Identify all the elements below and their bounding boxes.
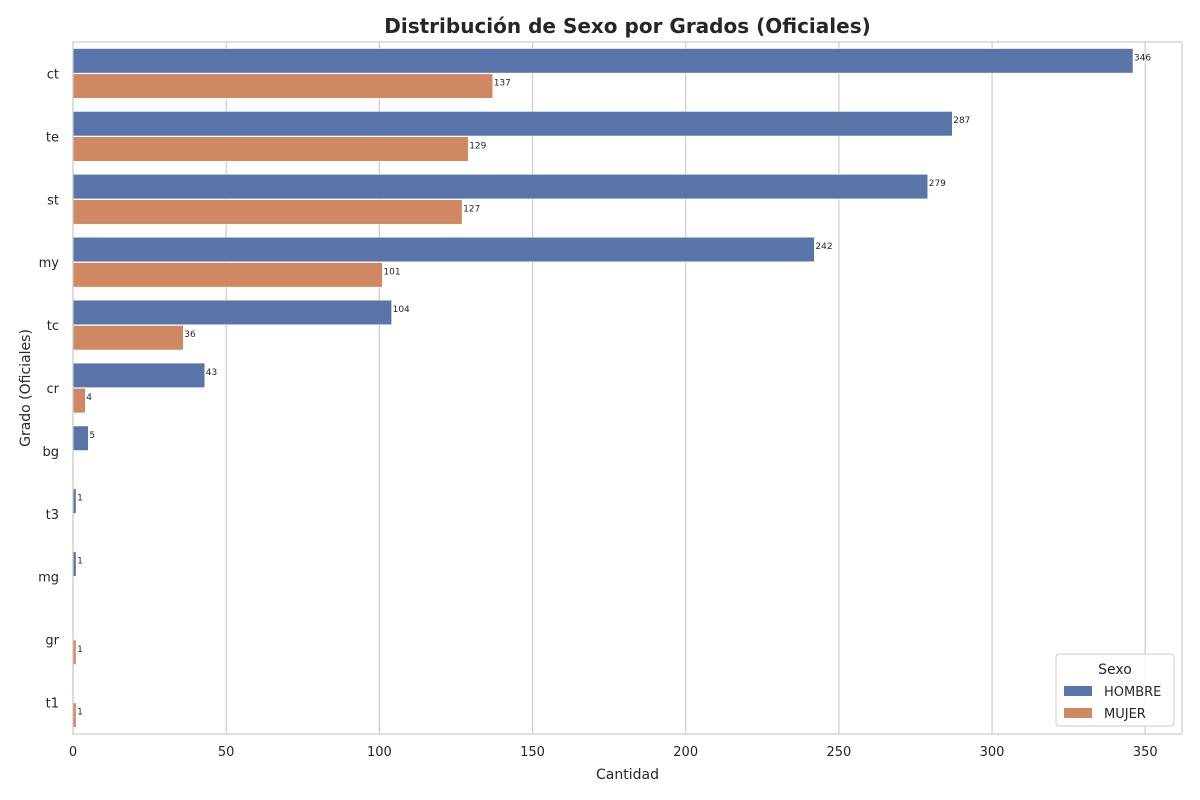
x-tick-label: 250 [826,745,851,760]
bar-value-label: 287 [953,116,970,126]
bar-value-label: 1 [77,494,83,504]
bar-mujer-st [72,199,463,225]
bar-value-label: 279 [929,179,946,189]
bar-value-label: 4 [86,393,92,403]
bar-hombre-cr [72,362,205,388]
y-tick-label-t3: t3 [46,508,59,523]
x-axis-label: Cantidad [596,767,659,783]
bar-value-label: 36 [184,330,196,340]
bar-value-label: 242 [815,242,832,252]
bar-value-labels: 346 287 279 242 104 43 5 1 1 137 129 127 101 36 4 1 1 [77,53,1151,717]
bar-value-label: 43 [206,368,217,378]
bar-value-label: 104 [393,305,410,315]
y-tick-label-st: st [47,193,59,208]
bar-hombre-tc [72,299,392,325]
legend: Sexo HOMBRE MUJER [1055,653,1175,727]
x-tick-label: 150 [520,745,545,760]
bar-mujer-te [72,136,469,162]
bar-hombre-te [72,111,953,137]
bar-hombre-ct [72,48,1134,74]
x-tick-label: 0 [69,745,77,760]
y-tick-label-mg: mg [38,571,59,586]
bar-value-label: 1 [77,708,83,718]
bar-hombre-my [72,237,815,263]
legend-entry-mujer: MUJER [1104,707,1146,722]
tick-labels: 0 50 100 150 200 250 300 350 ct te st my tc cr bg t3 mg g… [38,67,1158,760]
bar-hombre-st [72,174,928,200]
y-tick-label-ct: ct [47,67,59,82]
bar-value-label: 127 [463,204,480,214]
y-tick-label-cr: cr [47,382,60,397]
legend-swatch-mujer [1064,708,1092,718]
y-axis-label: Grado (Oficiales) [18,329,34,447]
legend-entry-hombre: HOMBRE [1104,685,1161,700]
bar-mujer-tc [72,325,184,351]
x-tick-label: 350 [1133,745,1158,760]
bar-mujer-ct [72,73,493,99]
legend-title: Sexo [1098,662,1132,678]
y-tick-label-gr: gr [45,634,59,649]
bar-value-label: 137 [494,79,511,89]
x-tick-label: 200 [673,745,698,760]
bar-value-label: 346 [1134,53,1151,63]
bar-mujer-cr [72,388,86,414]
x-tick-label: 300 [980,745,1005,760]
legend-swatch-hombre [1064,686,1092,696]
y-tick-label-my: my [39,256,60,271]
bar-value-label: 1 [77,645,83,655]
plot-frame [72,41,1183,735]
bar-mujer-my [72,262,383,288]
y-tick-label-te: te [46,130,59,145]
y-tick-label-bg: bg [42,445,59,460]
bar-value-label: 1 [77,557,83,567]
bar-value-label: 129 [469,142,486,152]
y-tick-label-tc: tc [47,319,59,334]
bar-value-label: 5 [89,431,95,441]
bar-hombre-bg [72,425,89,451]
bars [72,48,1134,728]
bar-value-label: 101 [383,267,400,277]
x-tick-label: 100 [367,745,392,760]
chart-title: Distribución de Sexo por Grados (Oficial… [384,14,870,38]
x-tick-label: 50 [218,745,235,760]
y-tick-label-t1: t1 [46,697,59,712]
